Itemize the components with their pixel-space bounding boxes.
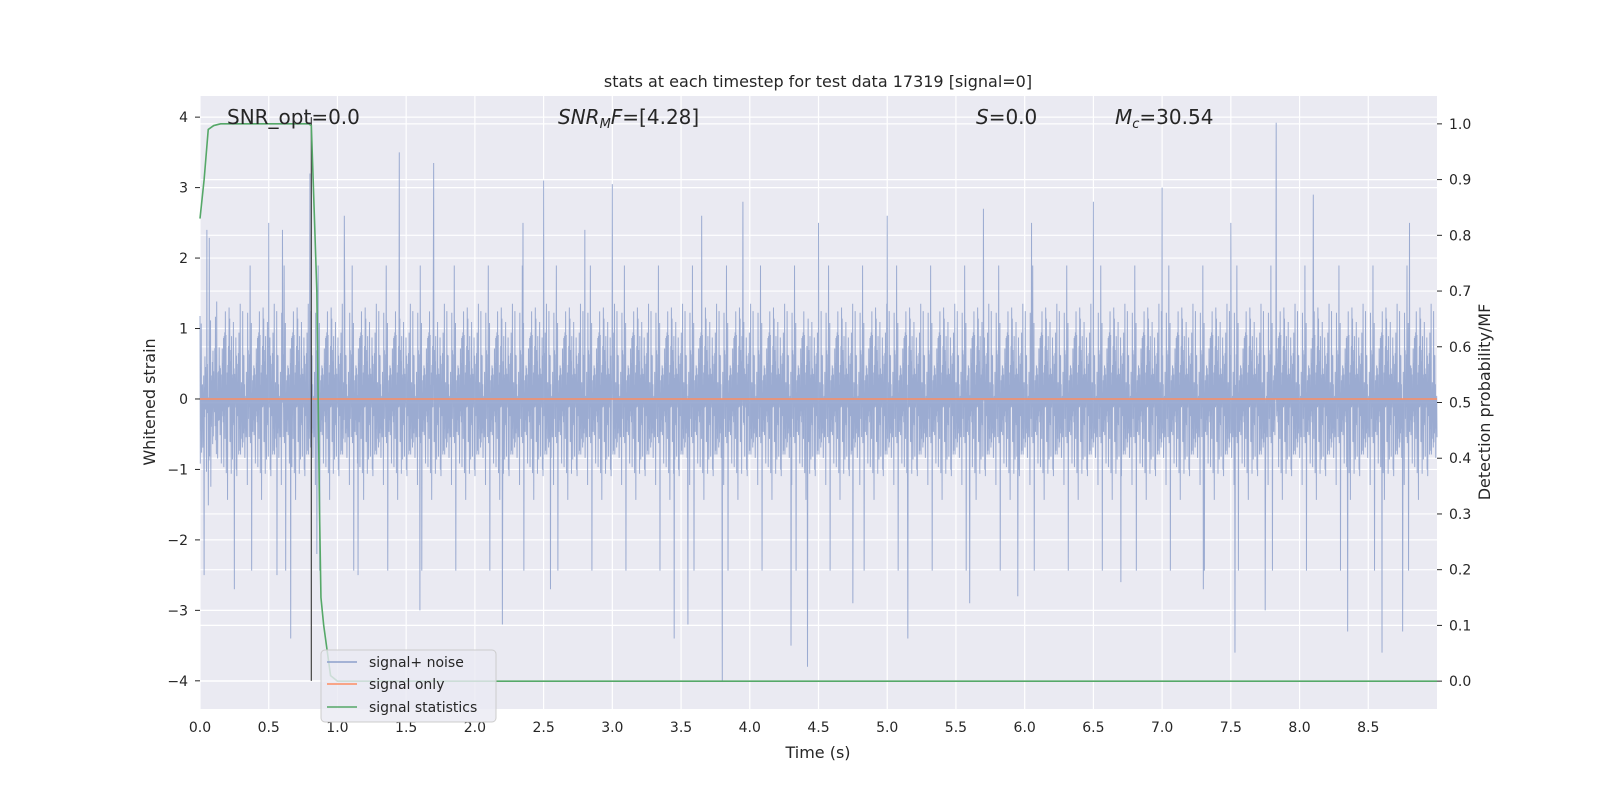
line-signal-noise [199,122,1438,681]
x-tick-label: 5.5 [945,720,967,736]
y-tick-label: −4 [167,674,188,690]
y2-tick-label: 0.1 [1449,618,1471,634]
y2-tick-label: 0.5 [1449,396,1471,412]
annotation-snr-mf-subscript: M [600,117,611,132]
x-tick-label: 0.0 [189,720,211,736]
x-tick-label: 3.0 [601,720,623,736]
x-tick-label: 4.5 [807,720,829,736]
y2-tick-label: 0.8 [1449,228,1471,244]
x-tick-label: 8.5 [1357,720,1379,736]
annotation-mc-subscript: c [1132,117,1139,132]
annotation-snr-mf-value: =[4.28] [622,105,699,129]
x-tick-label: 2.5 [532,720,554,736]
y2-axis-ticks: 1.0 0.9 0.8 0.7 0.6 0.5 0.4 0.3 0.2 0.1 0.0 [1437,117,1471,690]
legend-label-signal-only: signal only [369,677,444,693]
x-tick-label: 7.5 [1220,720,1242,736]
y-tick-label: 3 [179,181,188,197]
line-signal-statistics [199,123,1437,682]
x-tick-label: 2.0 [464,720,486,736]
y-tick-label: −3 [167,603,188,619]
x-tick-label: 7.0 [1151,720,1173,736]
series-signal-statistics [199,123,1437,682]
y-tick-label: 1 [179,322,188,338]
legend: signal+ noise signal only signal statist… [320,649,497,723]
annotation-mc-symbol: M [1115,105,1132,129]
series-signal-noise [199,122,1438,681]
y-tick-label: −1 [167,462,188,478]
annotation-snr-mf-symbol2: F [611,105,623,129]
annotation-mc: Mc=30.54 [1115,105,1213,132]
y2-tick-label: 0.0 [1449,674,1471,690]
annotation-s-symbol: S [976,105,989,129]
x-tick-label: 1.0 [326,720,348,736]
annotation-s-value: =0.0 [989,105,1038,129]
legend-box [320,649,497,723]
x-tick-label: 8.0 [1288,720,1310,736]
annotation-mc-value: =30.54 [1139,105,1213,129]
x-tick-label: 3.5 [670,720,692,736]
y-axis-ticks: 4 3 2 1 0 −1 −2 −3 −4 [167,110,200,690]
y2-tick-label: 0.4 [1449,451,1471,467]
y2-tick-label: 0.3 [1449,507,1471,523]
x-tick-label: 0.5 [258,720,280,736]
y2-tick-label: 0.6 [1449,340,1471,356]
y2-tick-label: 0.2 [1449,563,1471,579]
y-tick-label: 2 [179,251,188,267]
y2-tick-label: 1.0 [1449,117,1471,133]
annotation-snr-mf-symbol: SNR [558,105,600,129]
annotation-snr-mf: SNRMF=[4.28] [558,105,699,132]
y2-tick-label: 0.7 [1449,284,1471,300]
x-tick-label: 6.0 [1014,720,1036,736]
x-axis-ticks: 0.0 0.5 1.0 1.5 2.0 2.5 3.0 3.5 4.0 4.5 5.0 5.5 6.0 6… [189,720,1380,736]
x-tick-label: 1.5 [395,720,417,736]
x-axis-label: Time (s) [784,743,850,762]
legend-label-signal-statistics: signal statistics [369,700,477,716]
y-tick-label: −2 [167,533,188,549]
annotation-s: S=0.0 [976,105,1037,129]
x-tick-label: 6.5 [1082,720,1104,736]
y2-tick-label: 0.9 [1449,173,1471,189]
legend-label-signal-noise: signal+ noise [369,655,464,671]
x-tick-label: 5.0 [876,720,898,736]
y-tick-label: 4 [179,110,188,126]
chart-title: stats at each timestep for test data 173… [604,72,1032,91]
y-axis-label: Whitened strain [140,338,159,465]
y2-axis-label: Detection probability/MF [1475,304,1494,501]
y-tick-label: 0 [179,392,188,408]
annotation-snr-opt: SNR_opt=0.0 [227,105,360,129]
x-tick-label: 4.0 [739,720,761,736]
